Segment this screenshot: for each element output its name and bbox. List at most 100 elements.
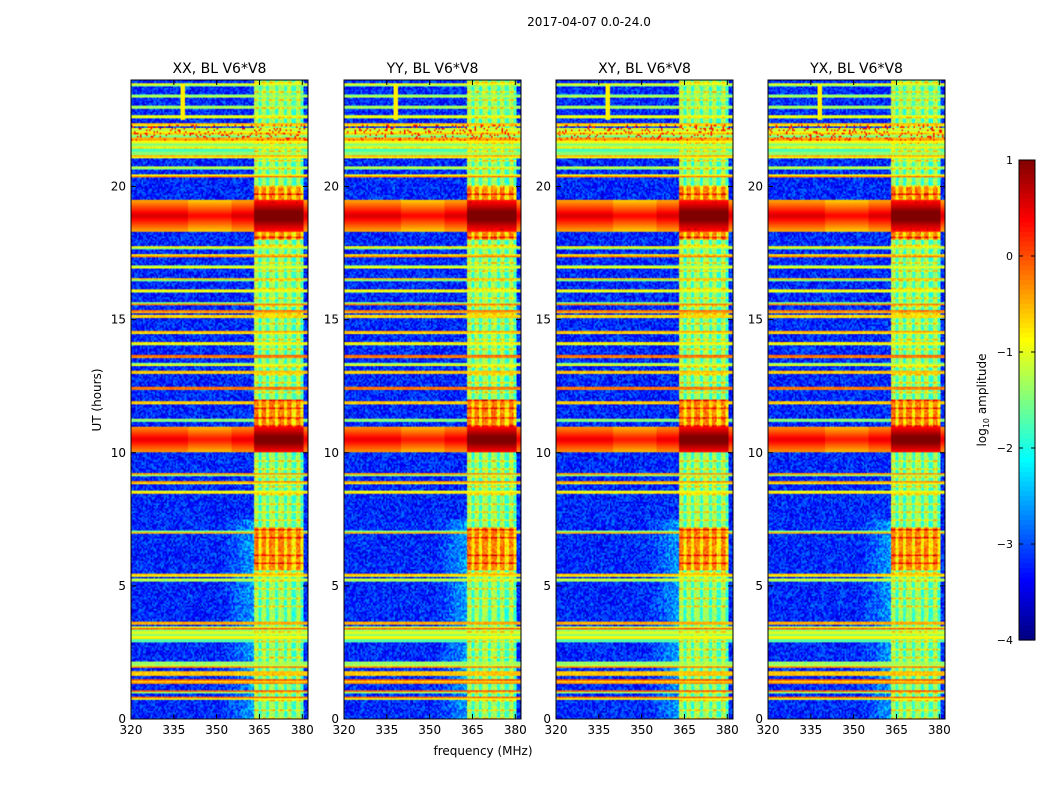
colorbar-tick-label: −4 xyxy=(997,634,1013,647)
colorbar-swatch xyxy=(1019,592,1035,598)
colorbar-swatch xyxy=(1019,625,1035,631)
colorbar-swatch xyxy=(1019,236,1035,243)
panel-title: YX, BL V6*V8 xyxy=(809,61,903,77)
y-tick-label: 0 xyxy=(543,712,551,726)
colorbar-swatch xyxy=(1019,385,1035,391)
colorbar-swatch xyxy=(1019,289,1035,295)
colorbar-swatch xyxy=(1019,529,1035,535)
colorbar-swatch xyxy=(1019,193,1035,199)
y-tick-label: 5 xyxy=(118,579,126,593)
y-tick-label: 20 xyxy=(536,180,551,194)
colorbar-swatch xyxy=(1019,452,1035,459)
axes-frame xyxy=(767,79,946,720)
heatmap-image xyxy=(131,80,308,719)
colorbar-swatch xyxy=(1019,371,1035,377)
colorbar-swatch xyxy=(1019,544,1035,550)
colorbar-swatch xyxy=(1019,539,1035,545)
colorbar-swatch xyxy=(1019,332,1035,339)
colorbar-swatch xyxy=(1019,347,1035,353)
colorbar-swatch xyxy=(1019,467,1035,473)
panel-title: XX, BL V6*V8 xyxy=(173,61,267,77)
x-tick-label: 380 xyxy=(928,723,951,737)
colorbar-swatch xyxy=(1019,169,1035,175)
colorbar-swatch xyxy=(1019,414,1035,420)
colorbar-swatch xyxy=(1019,462,1035,468)
colorbar-swatch xyxy=(1019,313,1035,319)
colorbar-swatch xyxy=(1019,635,1035,641)
x-tick-label: 365 xyxy=(673,723,696,737)
panel-title: YY, BL V6*V8 xyxy=(386,61,479,77)
colorbar-swatch xyxy=(1019,438,1035,444)
colorbar-swatch xyxy=(1019,481,1035,487)
colorbar-swatch xyxy=(1019,606,1035,612)
x-tick-label: 380 xyxy=(504,723,527,737)
figure-suptitle: 2017-04-07 0.0-24.0 xyxy=(527,15,651,29)
y-tick-label: 15 xyxy=(111,313,126,327)
colorbar-swatch xyxy=(1019,217,1035,223)
colorbar-swatch xyxy=(1019,299,1035,305)
colorbar-swatch xyxy=(1019,548,1035,555)
y-tick-label: 0 xyxy=(118,712,126,726)
colorbar-swatch xyxy=(1019,232,1035,238)
colorbar-swatch xyxy=(1019,568,1035,574)
colorbar-tick-label: 0 xyxy=(1006,250,1013,263)
x-tick-label: 350 xyxy=(418,723,441,737)
colorbar-swatch xyxy=(1019,611,1035,617)
colorbar-swatch xyxy=(1019,630,1035,636)
colorbar-swatch xyxy=(1019,352,1035,358)
colorbar-swatch xyxy=(1019,419,1035,425)
colorbar-swatch xyxy=(1019,198,1035,204)
heatmap-image xyxy=(768,80,945,719)
colorbar-label-base: log xyxy=(975,428,989,446)
axes-frame xyxy=(130,79,309,720)
colorbar-swatch xyxy=(1019,376,1035,382)
colorbar-swatch xyxy=(1019,208,1035,214)
colorbar-swatch xyxy=(1019,596,1035,603)
colorbar-swatch xyxy=(1019,457,1035,463)
colorbar-swatch xyxy=(1019,563,1035,569)
y-tick-label: 20 xyxy=(324,180,339,194)
colorbar-swatch xyxy=(1019,404,1035,411)
y-tick-label: 10 xyxy=(536,446,551,460)
colorbar-swatch xyxy=(1019,160,1035,166)
colorbar-swatch xyxy=(1019,486,1035,492)
colorbar-swatch xyxy=(1019,424,1035,430)
colorbar-swatch xyxy=(1019,500,1035,507)
y-axis-label: UT (hours) xyxy=(90,368,104,431)
colorbar-swatch xyxy=(1019,188,1035,195)
colorbar-swatch xyxy=(1019,275,1035,281)
colorbar-swatch xyxy=(1019,356,1035,363)
colorbar-swatch xyxy=(1019,251,1035,257)
colorbar-swatch xyxy=(1019,491,1035,497)
colorbar-swatch xyxy=(1019,620,1035,627)
colorbar-label-rest: amplitude xyxy=(975,354,989,418)
colorbar-swatch xyxy=(1019,174,1035,180)
y-tick-label: 15 xyxy=(748,313,763,327)
colorbar-label: log10 amplitude xyxy=(975,354,991,447)
colorbar-swatch xyxy=(1019,601,1035,607)
colorbar-swatch xyxy=(1019,366,1035,372)
colorbar-swatch xyxy=(1019,227,1035,233)
colorbar-swatch xyxy=(1019,318,1035,324)
y-tick-label: 15 xyxy=(536,313,551,327)
colorbar-swatch xyxy=(1019,265,1035,271)
x-tick-label: 380 xyxy=(291,723,314,737)
heatmap-image xyxy=(344,80,521,719)
colorbar-swatch xyxy=(1019,294,1035,300)
colorbar-swatch xyxy=(1019,395,1035,401)
colorbar-swatch xyxy=(1019,241,1035,247)
colorbar-frame xyxy=(1018,159,1036,641)
colorbar-swatch xyxy=(1019,323,1035,329)
x-tick-label: 320 xyxy=(757,723,780,737)
colorbar-tick-label: 1 xyxy=(1006,154,1013,167)
heatmap-image xyxy=(556,80,733,719)
y-tick-label: 10 xyxy=(111,446,126,460)
y-tick-label: 20 xyxy=(748,180,763,194)
panel-3: XY, BL V6*V8 320 335 350 365 380 0 5 10 15 20 xyxy=(536,61,739,737)
axes-frame xyxy=(555,79,734,720)
colorbar-swatch xyxy=(1019,510,1035,516)
colorbar-swatch xyxy=(1019,361,1035,367)
